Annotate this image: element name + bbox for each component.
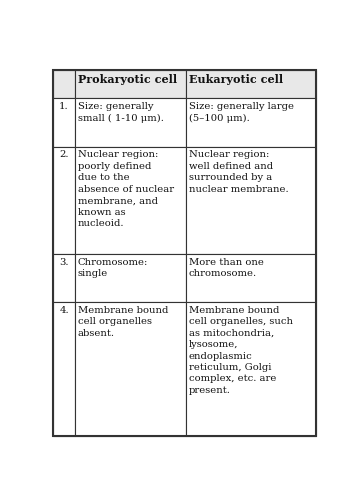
Bar <box>186 254 316 302</box>
Bar <box>75 302 186 436</box>
Text: 3.: 3. <box>59 258 69 267</box>
Bar <box>75 98 186 147</box>
Bar <box>53 254 75 302</box>
Text: 2.: 2. <box>59 150 69 159</box>
Text: Eukaryotic cell: Eukaryotic cell <box>189 74 283 85</box>
Text: Nuclear region:
well defined and
surrounded by a
nuclear membrane.: Nuclear region: well defined and surroun… <box>189 150 288 194</box>
Bar <box>53 302 75 436</box>
Bar <box>75 147 186 254</box>
Text: More than one
chromosome.: More than one chromosome. <box>189 258 264 278</box>
Text: Chromosome:
single: Chromosome: single <box>78 258 148 278</box>
Text: Nuclear region:
poorly defined
due to the
absence of nuclear
membrane, and
known: Nuclear region: poorly defined due to th… <box>78 150 174 228</box>
Bar <box>75 254 186 302</box>
Text: Membrane bound
cell organelles, such
as mitochondria,
lysosome,
endoplasmic
reti: Membrane bound cell organelles, such as … <box>189 306 293 395</box>
Bar <box>53 70 75 98</box>
Text: 1.: 1. <box>59 102 69 111</box>
Bar <box>53 147 75 254</box>
Bar <box>186 98 316 147</box>
Bar <box>75 70 186 98</box>
Bar <box>53 98 75 147</box>
Bar <box>186 147 316 254</box>
Text: Prokaryotic cell: Prokaryotic cell <box>78 74 177 85</box>
Bar <box>186 302 316 436</box>
Text: Size: generally large
(5–100 μm).: Size: generally large (5–100 μm). <box>189 102 294 123</box>
Text: Membrane bound
cell organelles
absent.: Membrane bound cell organelles absent. <box>78 306 168 338</box>
Bar <box>186 70 316 98</box>
Text: 4.: 4. <box>59 306 69 315</box>
Text: Size: generally
small ( 1-10 μm).: Size: generally small ( 1-10 μm). <box>78 102 164 123</box>
